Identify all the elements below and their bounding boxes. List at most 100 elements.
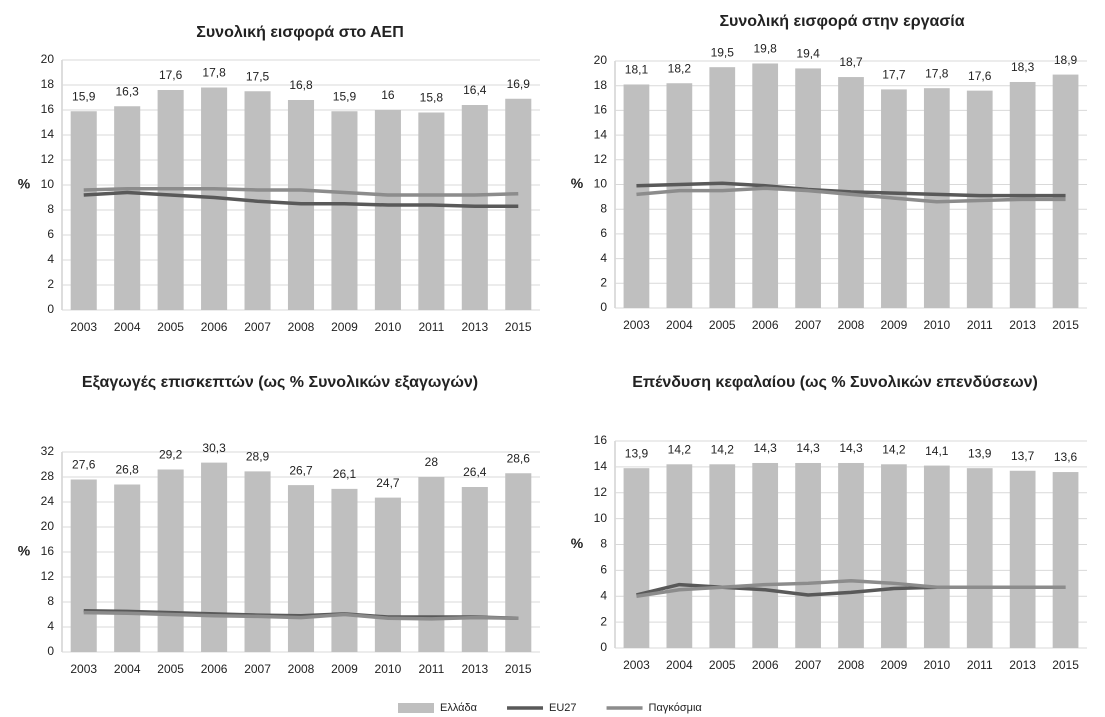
bar bbox=[795, 462, 821, 648]
data-label: 14,2 bbox=[882, 442, 906, 456]
x-tick-label: 2007 bbox=[244, 662, 271, 676]
line-series bbox=[83, 190, 519, 208]
y-tick-label: 10 bbox=[594, 177, 608, 191]
y-tick-label: 20 bbox=[41, 52, 55, 66]
y-axis-label: % bbox=[571, 175, 584, 191]
x-tick-label: 2010 bbox=[923, 658, 950, 672]
bar bbox=[709, 464, 736, 648]
bar bbox=[331, 488, 358, 652]
data-label: 28,6 bbox=[507, 451, 531, 465]
x-tick-label: 2003 bbox=[70, 320, 97, 334]
data-label: 18,7 bbox=[839, 55, 863, 69]
data-label: 16,9 bbox=[507, 77, 531, 91]
data-label: 13,6 bbox=[1054, 450, 1078, 464]
y-tick-label: 14 bbox=[41, 127, 55, 141]
data-label: 14,3 bbox=[754, 441, 778, 455]
y-tick-label: 24 bbox=[41, 494, 55, 508]
y-tick-label: 4 bbox=[47, 619, 54, 633]
x-tick-label: 2004 bbox=[114, 320, 141, 334]
x-tick-label: 2007 bbox=[795, 658, 822, 672]
y-tick-label: 16 bbox=[594, 433, 608, 447]
data-label: 18,3 bbox=[1011, 60, 1035, 74]
x-tick-label: 2010 bbox=[923, 318, 950, 332]
data-label: 26,8 bbox=[116, 463, 140, 477]
x-tick-label: 2011 bbox=[418, 662, 444, 676]
legend-label: Ελλάδα bbox=[440, 702, 478, 714]
bar bbox=[244, 471, 271, 652]
data-label: 18,1 bbox=[625, 63, 649, 77]
x-tick-label: 2003 bbox=[623, 318, 650, 332]
x-tick-label: 2005 bbox=[157, 662, 184, 676]
line-series bbox=[636, 181, 1066, 198]
y-tick-label: 0 bbox=[600, 300, 607, 314]
x-tick-label: 2006 bbox=[752, 658, 779, 672]
y-tick-label: 14 bbox=[594, 127, 608, 141]
y-tick-label: 12 bbox=[594, 152, 608, 166]
chart-title: Συνολική εισφορά στην εργασία bbox=[719, 13, 964, 30]
x-tick-label: 2015 bbox=[1052, 318, 1079, 332]
bar bbox=[374, 497, 401, 652]
y-tick-label: 12 bbox=[41, 152, 55, 166]
bar bbox=[70, 111, 97, 310]
bar bbox=[709, 67, 736, 308]
y-tick-label: 28 bbox=[41, 469, 55, 483]
x-tick-label: 2003 bbox=[623, 658, 650, 672]
y-tick-label: 16 bbox=[41, 544, 55, 558]
bar bbox=[201, 462, 228, 652]
y-tick-label: 4 bbox=[600, 251, 607, 265]
chart-title: Επένδυση κεφαλαίου (ως % Συνολικών επενδ… bbox=[632, 374, 1038, 391]
bar bbox=[505, 98, 532, 310]
y-tick-label: 0 bbox=[47, 302, 54, 316]
x-tick-label: 2013 bbox=[1009, 658, 1036, 672]
chart-title: Συνολική εισφορά στο ΑΕΠ bbox=[196, 24, 404, 41]
data-label: 30,3 bbox=[202, 441, 226, 455]
x-tick-label: 2009 bbox=[881, 658, 908, 672]
x-tick-label: 2009 bbox=[881, 318, 908, 332]
data-label: 15,8 bbox=[420, 91, 444, 105]
bar bbox=[966, 468, 993, 648]
x-tick-label: 2004 bbox=[114, 662, 141, 676]
y-axis-label: % bbox=[18, 543, 31, 559]
x-tick-label: 2007 bbox=[244, 320, 271, 334]
bar bbox=[374, 110, 401, 310]
bar bbox=[666, 464, 693, 648]
x-tick-label: 2006 bbox=[201, 662, 228, 676]
y-tick-label: 16 bbox=[41, 102, 55, 116]
data-label: 17,7 bbox=[882, 68, 906, 82]
y-axis-label: % bbox=[18, 176, 31, 192]
data-label: 26,7 bbox=[289, 463, 313, 477]
data-label: 17,8 bbox=[202, 66, 226, 80]
x-tick-label: 2004 bbox=[666, 658, 693, 672]
legend-label: Παγκόσμια bbox=[649, 702, 703, 714]
data-label: 28 bbox=[425, 455, 439, 469]
data-label: 18,9 bbox=[1054, 53, 1078, 67]
data-label: 13,9 bbox=[625, 446, 649, 460]
x-tick-label: 2003 bbox=[70, 662, 97, 676]
x-tick-label: 2005 bbox=[157, 320, 184, 334]
y-tick-label: 12 bbox=[594, 485, 608, 499]
x-tick-label: 2007 bbox=[795, 318, 822, 332]
line-series bbox=[636, 186, 1066, 204]
data-label: 24,7 bbox=[376, 476, 400, 490]
data-label: 17,6 bbox=[159, 68, 183, 82]
y-tick-label: 18 bbox=[594, 78, 608, 92]
x-tick-label: 2004 bbox=[666, 318, 693, 332]
data-label: 16,3 bbox=[116, 84, 140, 98]
data-label: 26,4 bbox=[463, 465, 487, 479]
bar bbox=[1052, 74, 1079, 309]
bar bbox=[114, 106, 141, 310]
y-tick-label: 10 bbox=[41, 177, 55, 191]
bar bbox=[838, 462, 864, 648]
data-label: 19,8 bbox=[754, 42, 778, 56]
data-label: 14,3 bbox=[839, 441, 863, 455]
data-label: 15,9 bbox=[72, 89, 96, 103]
bar bbox=[157, 90, 184, 310]
y-tick-label: 12 bbox=[41, 569, 55, 583]
y-tick-label: 2 bbox=[47, 277, 54, 291]
bar bbox=[666, 83, 693, 308]
data-label: 27,6 bbox=[72, 458, 96, 472]
y-tick-label: 6 bbox=[600, 563, 607, 577]
data-label: 14,3 bbox=[796, 441, 820, 455]
bar bbox=[1052, 472, 1079, 648]
